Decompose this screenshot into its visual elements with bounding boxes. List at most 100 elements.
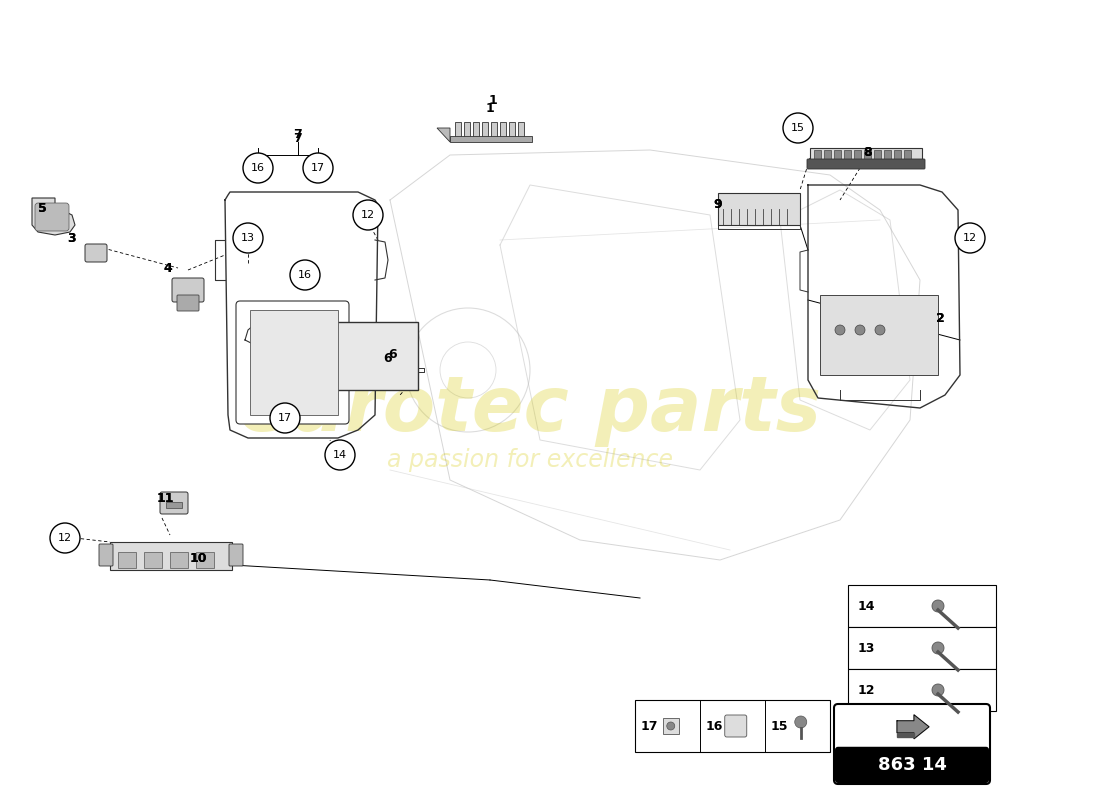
Polygon shape xyxy=(437,128,450,142)
Bar xyxy=(196,552,214,568)
Bar xyxy=(814,150,821,164)
FancyBboxPatch shape xyxy=(835,746,989,783)
Polygon shape xyxy=(896,733,914,737)
Text: 3: 3 xyxy=(68,231,76,245)
Bar xyxy=(170,552,188,568)
Circle shape xyxy=(932,600,944,612)
Text: 10: 10 xyxy=(189,551,207,565)
Text: 8: 8 xyxy=(864,146,872,158)
Text: 6: 6 xyxy=(384,351,393,365)
Bar xyxy=(518,122,524,140)
Text: 14: 14 xyxy=(333,450,348,460)
Bar xyxy=(482,122,488,140)
Text: 2: 2 xyxy=(936,311,945,325)
Polygon shape xyxy=(896,714,929,738)
Circle shape xyxy=(50,523,80,553)
FancyBboxPatch shape xyxy=(807,159,925,169)
Text: 11: 11 xyxy=(156,491,174,505)
Bar xyxy=(491,122,497,140)
Circle shape xyxy=(955,223,984,253)
FancyBboxPatch shape xyxy=(229,544,243,566)
FancyBboxPatch shape xyxy=(834,704,990,784)
Text: 4: 4 xyxy=(164,262,173,274)
Circle shape xyxy=(233,223,263,253)
Bar xyxy=(509,122,515,140)
Circle shape xyxy=(855,325,865,335)
FancyBboxPatch shape xyxy=(160,492,188,514)
Text: 2: 2 xyxy=(936,311,945,325)
Bar xyxy=(848,627,996,669)
Text: 9: 9 xyxy=(714,198,723,211)
Bar xyxy=(848,585,996,627)
Text: 16: 16 xyxy=(706,719,724,733)
Circle shape xyxy=(353,200,383,230)
Text: 7: 7 xyxy=(294,129,302,142)
Circle shape xyxy=(324,440,355,470)
Text: 7: 7 xyxy=(294,131,302,145)
Text: 15: 15 xyxy=(791,123,805,133)
Text: 1: 1 xyxy=(488,94,497,106)
Text: 12: 12 xyxy=(858,683,876,697)
Circle shape xyxy=(243,153,273,183)
Bar xyxy=(820,295,938,375)
FancyBboxPatch shape xyxy=(35,203,69,231)
Text: 10: 10 xyxy=(189,551,207,565)
Text: 12: 12 xyxy=(962,233,977,243)
FancyBboxPatch shape xyxy=(99,544,113,566)
Text: 13: 13 xyxy=(858,642,876,654)
Text: 1: 1 xyxy=(485,102,494,114)
FancyBboxPatch shape xyxy=(236,301,349,424)
Circle shape xyxy=(667,722,674,730)
Bar xyxy=(848,669,996,711)
Bar xyxy=(144,552,162,568)
Bar xyxy=(854,150,861,164)
Text: 12: 12 xyxy=(361,210,375,220)
Bar xyxy=(718,193,800,225)
FancyBboxPatch shape xyxy=(85,244,107,262)
Text: 863 14: 863 14 xyxy=(878,756,946,774)
Text: 4: 4 xyxy=(164,262,173,274)
Bar xyxy=(110,542,232,570)
Bar xyxy=(464,122,470,140)
Bar xyxy=(864,150,871,164)
Text: 17: 17 xyxy=(278,413,293,423)
Circle shape xyxy=(932,684,944,696)
Text: 6: 6 xyxy=(388,349,397,362)
FancyBboxPatch shape xyxy=(172,278,204,302)
Bar xyxy=(310,322,418,390)
Text: 16: 16 xyxy=(251,163,265,173)
Text: 16: 16 xyxy=(298,270,312,280)
Text: 15: 15 xyxy=(771,719,789,733)
Circle shape xyxy=(302,153,333,183)
Bar xyxy=(894,150,901,164)
Bar xyxy=(662,718,679,734)
Text: a passion for excellence: a passion for excellence xyxy=(387,448,673,472)
Bar xyxy=(455,122,461,140)
FancyBboxPatch shape xyxy=(177,295,199,311)
Circle shape xyxy=(874,325,886,335)
Text: 8: 8 xyxy=(864,146,872,158)
Circle shape xyxy=(794,716,806,728)
Bar xyxy=(824,150,830,164)
Text: 17: 17 xyxy=(641,719,659,733)
Bar xyxy=(118,552,136,568)
Text: 9: 9 xyxy=(714,198,723,211)
Bar xyxy=(834,150,842,164)
Bar xyxy=(844,150,851,164)
FancyBboxPatch shape xyxy=(725,715,747,737)
Text: 3: 3 xyxy=(68,231,76,245)
Circle shape xyxy=(270,403,300,433)
Bar xyxy=(810,148,922,166)
Circle shape xyxy=(290,260,320,290)
Bar xyxy=(473,122,478,140)
Bar xyxy=(166,502,182,508)
Text: eurotec parts: eurotec parts xyxy=(239,373,821,447)
Circle shape xyxy=(835,325,845,335)
Bar xyxy=(884,150,891,164)
Bar xyxy=(874,150,881,164)
Bar xyxy=(250,310,338,415)
Circle shape xyxy=(783,113,813,143)
Circle shape xyxy=(932,642,944,654)
Bar xyxy=(500,122,506,140)
Bar xyxy=(635,700,830,752)
